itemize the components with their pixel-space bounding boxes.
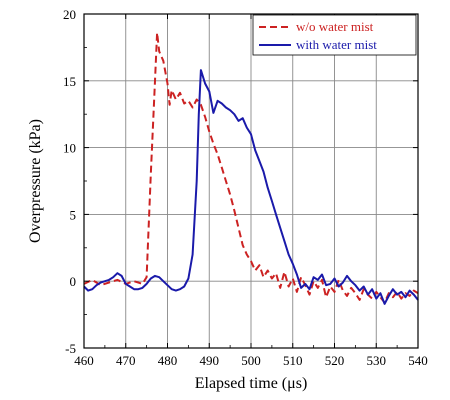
y-tick-label: 15	[63, 74, 76, 89]
x-tick-label: 470	[116, 353, 136, 368]
y-axis-title: Overpressure (kPa)	[27, 119, 44, 243]
series-line-w-o-water-mist	[83, 31, 419, 304]
legend: w/o water mist with water mist	[252, 14, 417, 56]
x-tick-label: 520	[325, 353, 345, 368]
x-tick-label: 510	[283, 353, 303, 368]
y-tick-label: 20	[63, 7, 76, 22]
x-tick-label: 540	[408, 353, 428, 368]
series-layer	[83, 31, 419, 305]
y-tick-label: 10	[63, 141, 76, 156]
y-tick-labels: -5 0 5 10 15 20	[63, 7, 76, 356]
x-tick-label: 480	[158, 353, 178, 368]
x-axis-title: Elapsed time (μs)	[195, 375, 308, 392]
x-tick-label: 530	[367, 353, 387, 368]
y-tick-label: -5	[65, 341, 76, 356]
legend-label-with-water-mist: with water mist	[296, 37, 377, 52]
y-tick-label: 0	[70, 274, 77, 289]
y-tick-label: 5	[70, 207, 77, 222]
x-tick-label: 460	[74, 353, 94, 368]
legend-box	[252, 14, 417, 56]
x-tick-label: 500	[241, 353, 261, 368]
x-tick-label: 490	[200, 353, 220, 368]
grid	[84, 14, 418, 348]
x-tick-labels: 460 470 480 490 500 510 520 530 540	[74, 353, 428, 368]
legend-label-w-o-water-mist: w/o water mist	[296, 19, 374, 34]
series-line-with-water-mist	[83, 69, 419, 305]
